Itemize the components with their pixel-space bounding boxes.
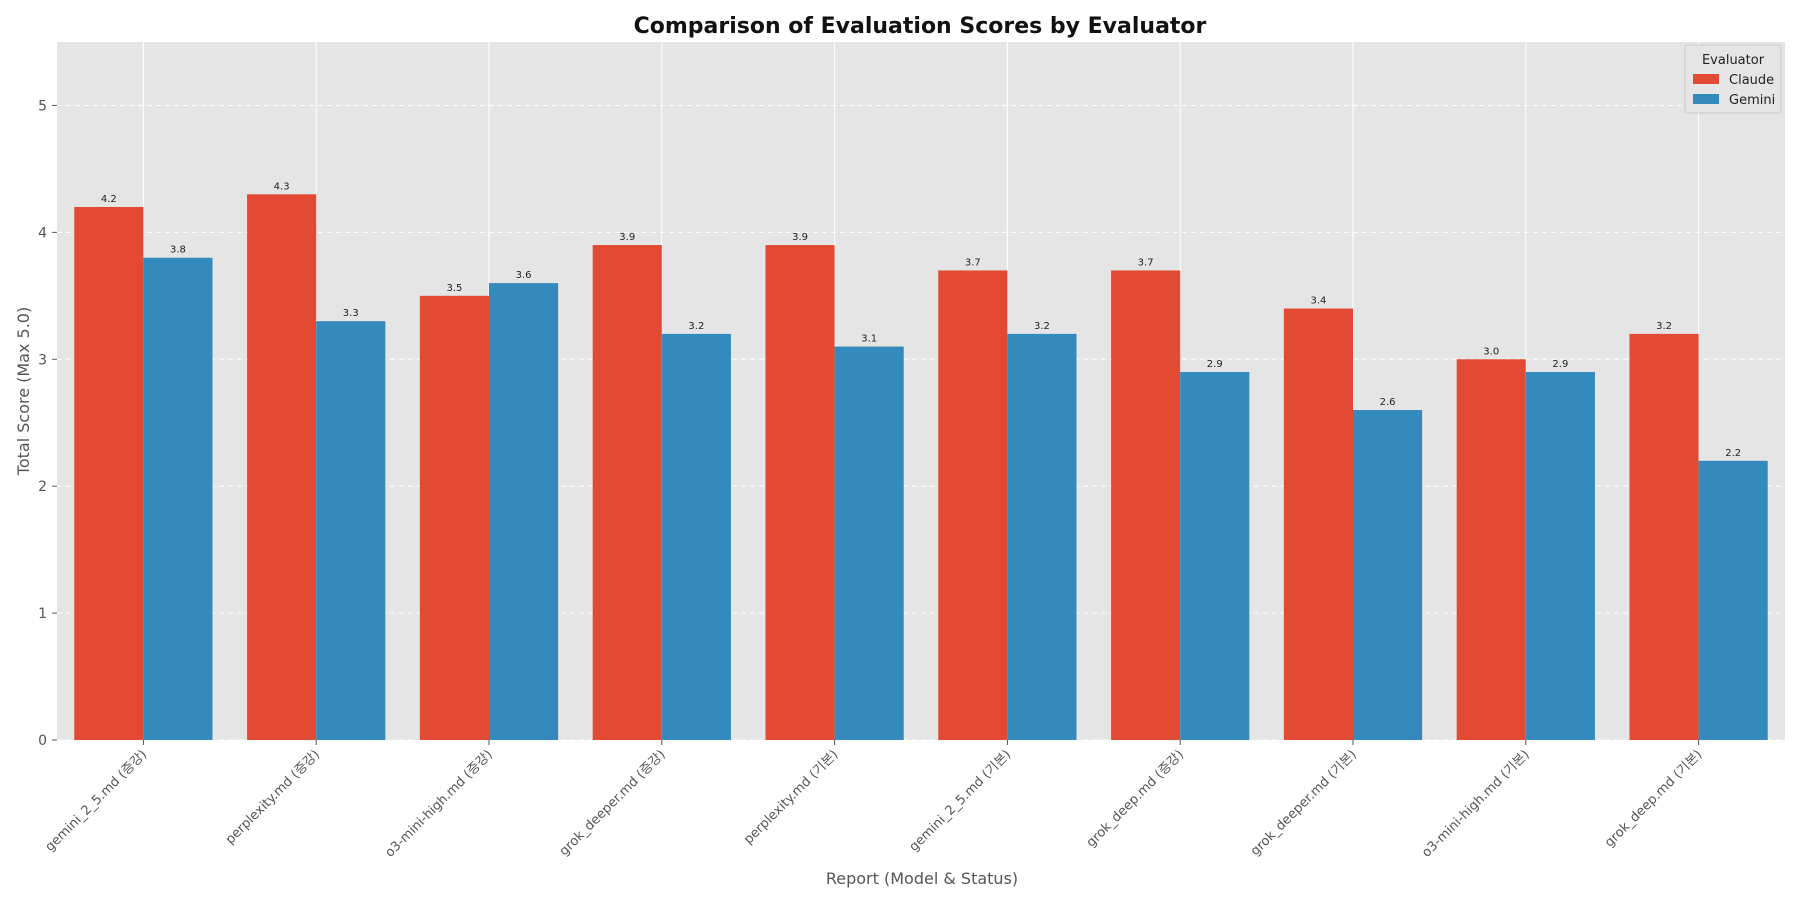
bar-claude bbox=[419, 295, 489, 740]
bar-claude bbox=[74, 206, 144, 740]
bar-value-label: 3.8 bbox=[170, 245, 186, 256]
x-tick-label: gemini_2_5.md (기본) bbox=[907, 747, 1015, 855]
bar-value-label: 3.2 bbox=[688, 321, 704, 332]
bar-gemini bbox=[489, 283, 559, 740]
y-axis-label: Total Score (Max 5.0) bbox=[14, 307, 33, 476]
bar-claude bbox=[1456, 359, 1526, 740]
bar-value-label: 3.5 bbox=[446, 283, 462, 294]
bar-claude bbox=[247, 194, 317, 741]
bar-value-label: 3.0 bbox=[1483, 346, 1499, 357]
bar-value-label: 3.9 bbox=[619, 232, 635, 243]
chart-title: Comparison of Evaluation Scores by Evalu… bbox=[634, 14, 1207, 39]
x-tick-label: perplexity.md (증강) bbox=[223, 747, 323, 847]
bar-claude bbox=[592, 245, 662, 740]
bar-value-label: 3.2 bbox=[1034, 321, 1050, 332]
bar-claude bbox=[938, 270, 1008, 740]
bar-claude bbox=[765, 245, 835, 740]
x-tick-label: grok_deep.md (증강) bbox=[1084, 747, 1187, 850]
bar-gemini bbox=[1525, 371, 1595, 740]
bar-value-label: 3.6 bbox=[516, 270, 532, 281]
x-tick-label: grok_deeper.md (기본) bbox=[1248, 747, 1360, 859]
legend-swatch-claude bbox=[1693, 74, 1719, 84]
bar-value-label: 3.2 bbox=[1656, 321, 1672, 332]
x-axis-label: Report (Model & Status) bbox=[826, 869, 1018, 888]
bar-gemini bbox=[834, 346, 904, 740]
bar-gemini bbox=[1007, 333, 1077, 740]
y-tick-label: 0 bbox=[38, 733, 47, 749]
bar-gemini bbox=[1698, 460, 1768, 740]
x-tick-label: grok_deeper.md (증강) bbox=[557, 747, 669, 859]
bar-value-label: 4.3 bbox=[274, 181, 290, 192]
y-tick-label: 3 bbox=[38, 352, 47, 368]
x-tick-label: o3-mini-high.md (기본) bbox=[1419, 747, 1532, 860]
legend-items: Claude Gemini bbox=[1693, 73, 1775, 108]
bar-claude bbox=[1629, 333, 1699, 740]
x-tick-label: o3-mini-high.md (증강) bbox=[382, 747, 495, 860]
bar-value-label: 3.7 bbox=[965, 257, 981, 268]
bar-value-label: 3.3 bbox=[343, 308, 359, 319]
bars bbox=[74, 194, 1768, 741]
y-tick-label: 2 bbox=[38, 479, 47, 495]
x-tick-label: grok_deep.md (기본) bbox=[1602, 747, 1705, 850]
x-tick-label: perplexity.md (기본) bbox=[741, 747, 841, 847]
bar-value-label: 2.2 bbox=[1725, 448, 1741, 459]
legend-title: Evaluator bbox=[1702, 53, 1765, 68]
bar-gemini bbox=[661, 333, 731, 740]
legend: Evaluator Claude Gemini bbox=[1684, 44, 1782, 114]
bar-claude bbox=[1111, 270, 1181, 740]
x-axis-ticks: gemini_2_5.md (증강) perplexity.md (증강) o3-m… bbox=[43, 740, 1705, 861]
x-tick-label: gemini_2_5.md (증강) bbox=[43, 747, 151, 855]
bar-gemini bbox=[143, 257, 213, 740]
legend-swatch-gemini bbox=[1693, 94, 1719, 104]
bar-gemini bbox=[316, 321, 386, 740]
bar-value-label: 2.9 bbox=[1207, 359, 1223, 370]
legend-label-claude: Claude bbox=[1729, 73, 1774, 88]
bar-claude bbox=[1283, 308, 1353, 740]
y-tick-label: 5 bbox=[38, 98, 47, 114]
bar-value-label: 3.1 bbox=[861, 334, 877, 345]
y-tick-label: 1 bbox=[38, 606, 47, 622]
bar-gemini bbox=[1353, 410, 1423, 740]
bar-gemini bbox=[1180, 371, 1250, 740]
bar-value-label: 3.4 bbox=[1310, 296, 1326, 307]
bar-value-label: 2.9 bbox=[1552, 359, 1568, 370]
y-axis-ticks: 0 1 2 3 4 5 bbox=[38, 98, 57, 749]
bar-value-label: 2.6 bbox=[1380, 397, 1396, 408]
bar-value-label: 3.7 bbox=[1138, 257, 1154, 268]
value-labels: 4.2 3.8 4.3 3.3 3.5 3.6 3.9 3.2 3.9 3.1 3.7 3.2 3.7 2… bbox=[101, 181, 1741, 459]
bar-value-label: 4.2 bbox=[101, 194, 117, 205]
legend-label-gemini: Gemini bbox=[1729, 93, 1775, 108]
bar-value-label: 3.9 bbox=[792, 232, 808, 243]
y-tick-label: 4 bbox=[38, 225, 47, 241]
